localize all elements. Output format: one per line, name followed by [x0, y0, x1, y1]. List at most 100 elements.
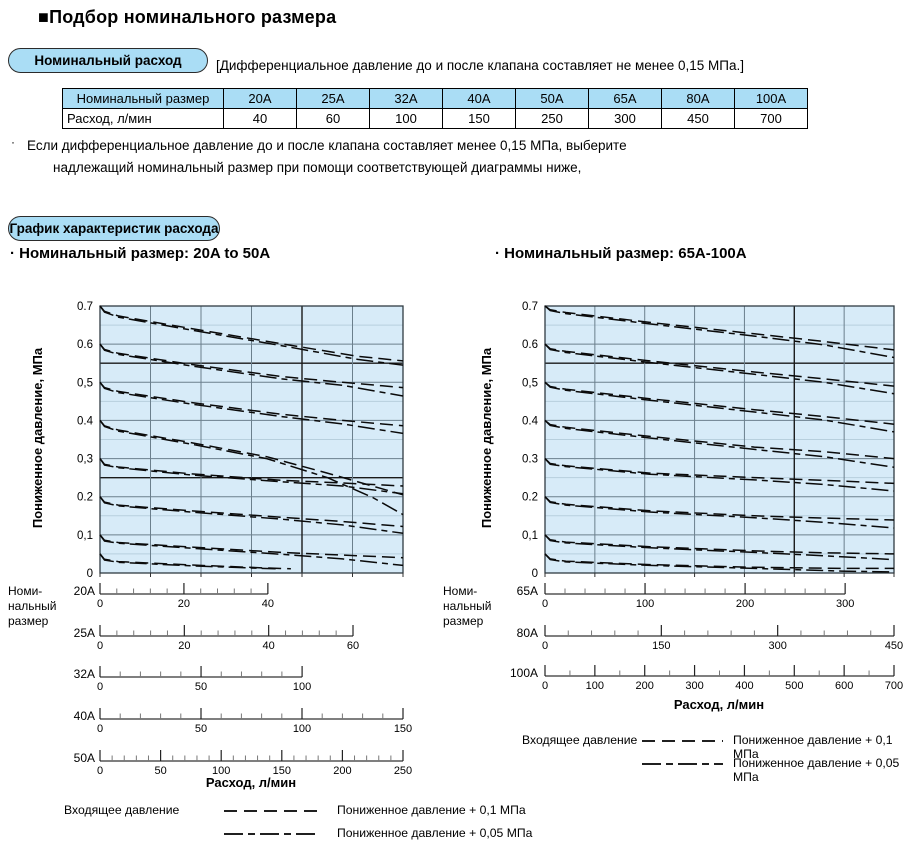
flow-scale-100a: 0 100 200 300 400 500 600 700: [542, 665, 903, 692]
svg-text:0.3: 0.3: [522, 454, 538, 466]
legend-dashdot-line-icon: [224, 833, 320, 835]
svg-text:600: 600: [835, 680, 853, 692]
table-cell: 60: [296, 108, 370, 129]
svg-text:100: 100: [636, 598, 654, 610]
svg-text:500: 500: [785, 680, 803, 692]
page-title: ■Подбор номинального размера: [38, 7, 337, 27]
svg-text:0,5: 0,5: [77, 377, 93, 389]
svg-text:0: 0: [97, 723, 103, 735]
svg-text:100: 100: [586, 680, 604, 692]
note-line-1: Если дифференциальное давление до и посл…: [27, 138, 627, 153]
flow-scale-40a: 0 50 100 150: [97, 708, 412, 735]
svg-text:0,3: 0,3: [77, 454, 93, 466]
flow-scale-32a: 0 50 100: [97, 666, 311, 693]
note-line-2: надлежащий номинальный размер при помощи…: [53, 160, 582, 175]
scale-label-50a: 50A: [73, 751, 95, 765]
flow-scale-20a: 0 20 40: [97, 583, 274, 610]
table-cell: 300: [588, 108, 662, 129]
svg-text:40: 40: [262, 598, 274, 610]
flow-chart-65a-100a: 0.7 0.6 0,5 0.4 0.3 0.2 0,1 0: [522, 301, 895, 580]
table-cell: 700: [734, 108, 808, 129]
flow-scale-25a: 0 20 40 60: [97, 625, 359, 652]
table-header-cell: 50A: [515, 88, 589, 109]
table-cell: 100: [369, 108, 443, 129]
svg-text:0.6: 0.6: [77, 339, 93, 351]
nominal-flow-table: Номинальный размер 20A 25A 32A 40A 50A 65A 80A 1…: [62, 88, 808, 129]
flow-characteristics-badge: График характеристик расхода: [8, 216, 220, 241]
size-note-line: нальный: [8, 599, 57, 613]
scale-label-32a: 32A: [73, 667, 95, 681]
table-header-cell: Номинальный размер: [62, 88, 224, 109]
svg-text:0.7: 0.7: [77, 301, 93, 313]
x-axis-title-right: Расход, л/мин: [673, 697, 765, 712]
table-cell: 250: [515, 108, 589, 129]
svg-text:0.7: 0.7: [522, 301, 538, 313]
svg-text:60: 60: [347, 640, 359, 652]
svg-text:250: 250: [394, 765, 412, 777]
table-header-cell: 100A: [734, 88, 808, 109]
note-bullet: ·: [11, 135, 15, 149]
differential-pressure-note: [Дифференциальное давление до и после кл…: [216, 58, 744, 73]
svg-text:40: 40: [263, 640, 275, 652]
x-axis-title-left: Расход, л/мин: [205, 775, 297, 790]
table-header-cell: 40A: [442, 88, 516, 109]
svg-text:0: 0: [97, 640, 103, 652]
scale-label-80a: 80A: [516, 626, 538, 640]
size-note-line: размер: [8, 614, 49, 628]
scale-label-20a: 20A: [73, 584, 95, 598]
svg-text:0.4: 0.4: [522, 415, 539, 427]
svg-text:20: 20: [178, 640, 190, 652]
svg-text:150: 150: [394, 723, 412, 735]
svg-text:50: 50: [154, 765, 166, 777]
legend-dash-line-icon: [224, 810, 320, 812]
flow-scale-80a: 0 150 300 450: [542, 625, 903, 652]
svg-text:0: 0: [542, 640, 548, 652]
svg-text:0: 0: [542, 598, 548, 610]
svg-text:0: 0: [542, 680, 548, 692]
legend-label-plus-0-1: Пониженное давление + 0,1 МПа: [337, 803, 526, 817]
table-header-cell: 80A: [661, 88, 735, 109]
svg-text:20: 20: [178, 598, 190, 610]
svg-text:100: 100: [293, 723, 311, 735]
legend-label-plus-0-05: Пониженное давление + 0,05 МПа: [337, 826, 533, 840]
table-cell: 450: [661, 108, 735, 129]
svg-text:0.2: 0.2: [77, 492, 93, 504]
svg-text:300: 300: [768, 640, 786, 652]
svg-text:450: 450: [885, 640, 903, 652]
svg-text:400: 400: [735, 680, 753, 692]
nominal-size-note-right: Номи- нальный размер: [443, 584, 492, 629]
svg-text:0,5: 0,5: [522, 377, 538, 389]
chart-subtitle-20a-50a: · Номинальный размер: 20A to 50A: [10, 245, 271, 262]
svg-text:200: 200: [736, 598, 754, 610]
nominal-size-note-left: Номи- нальный размер: [8, 584, 57, 629]
svg-text:700: 700: [885, 680, 903, 692]
svg-text:0: 0: [97, 765, 103, 777]
legend-dashdot-line-icon: [642, 763, 723, 765]
svg-text:50: 50: [195, 681, 207, 693]
svg-text:100: 100: [293, 681, 311, 693]
svg-text:200: 200: [636, 680, 654, 692]
svg-text:0,1: 0,1: [522, 530, 538, 542]
size-note-line: нальный: [443, 599, 492, 613]
scale-label-65a: 65A: [516, 584, 538, 598]
legend-label-plus-0-05: Пониженное давление + 0,05 МПа: [733, 756, 900, 784]
table-cell: 40: [223, 108, 297, 129]
legend-label-plus-0-1: Пониженное давление + 0,1 МПа: [733, 733, 893, 761]
svg-text:50: 50: [195, 723, 207, 735]
legend-prefix-left: Входящее давление: [64, 803, 180, 817]
scale-label-100a: 100A: [509, 666, 538, 680]
table-header-cell: 32A: [369, 88, 443, 109]
svg-text:300: 300: [836, 598, 854, 610]
flow-chart-20a-50a: 0.7 0.6 0,5 0.4 0,3 0.2 0,1 0: [77, 301, 404, 580]
svg-text:300: 300: [685, 680, 703, 692]
svg-text:100: 100: [212, 765, 230, 777]
legend-dash-line-icon: [642, 740, 723, 742]
chart-subtitle-65a-100a: · Номинальный размер: 65А-100А: [495, 245, 747, 262]
svg-text:0: 0: [87, 568, 93, 580]
table-cell: 150: [442, 108, 516, 129]
svg-text:150: 150: [273, 765, 291, 777]
svg-text:0.6: 0.6: [522, 339, 538, 351]
svg-text:0.4: 0.4: [77, 415, 94, 427]
svg-text:0.2: 0.2: [522, 492, 538, 504]
nominal-flow-badge: Номинальный расход: [8, 48, 208, 73]
